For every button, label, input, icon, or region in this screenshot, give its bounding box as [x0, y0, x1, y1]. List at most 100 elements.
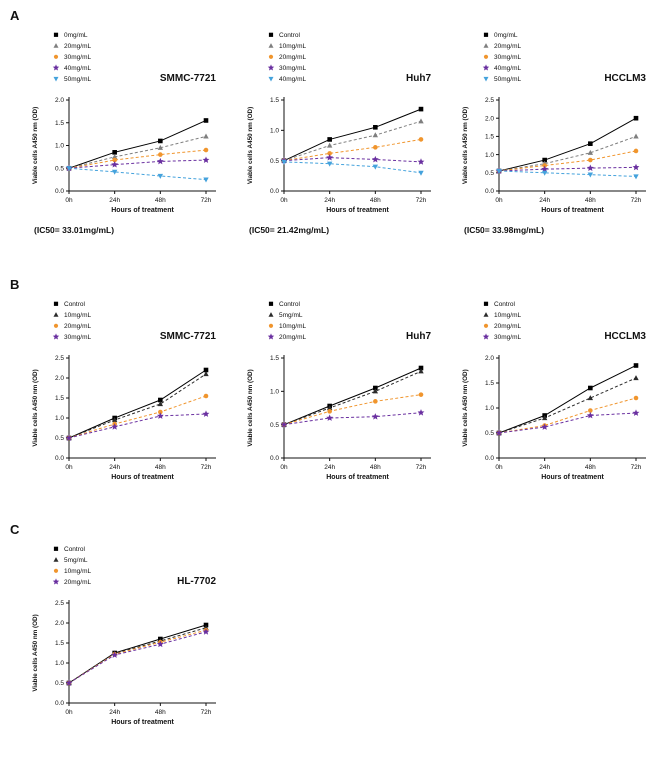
y-tick-label: 0.5 — [55, 435, 64, 442]
triangle-marker — [633, 375, 639, 381]
series-line — [68, 369, 207, 439]
ic50-caption: (IC50= 33.98mg/mL) — [464, 225, 544, 235]
legend-label: Control — [279, 32, 301, 39]
star-marker — [482, 64, 490, 71]
triangle-marker — [372, 132, 379, 138]
chart-huh7: Control 10mg/mL 20mg/mL 30mg/mL 40mg/mL Huh7 0… — [247, 32, 431, 235]
square-marker — [268, 301, 274, 306]
y-tick-label: 1.5 — [55, 640, 64, 647]
x-tick-label: 48h — [370, 197, 381, 204]
star-marker — [371, 413, 379, 420]
legend-label: 30mg/mL — [494, 54, 521, 61]
square-marker — [483, 301, 489, 306]
y-axis-title: Viable cells A450 nm (OD) — [32, 107, 39, 184]
x-axis-title: Hours of treatment — [326, 207, 389, 214]
circle-marker — [203, 147, 209, 153]
circle-marker — [633, 395, 639, 401]
series-line — [283, 161, 422, 174]
star-marker — [371, 155, 379, 163]
legend-label: 10mg/mL — [64, 568, 91, 575]
triangle-marker — [587, 395, 594, 401]
chart-title: SMMC-7721 — [160, 73, 217, 84]
y-tick-label: 1.5 — [55, 120, 64, 127]
y-tick-label: 0.0 — [270, 455, 279, 462]
legend-label: 5mg/mL — [279, 312, 303, 319]
x-axis-title: Hours of treatment — [541, 207, 604, 214]
legend-label: Control — [279, 301, 301, 308]
x-tick-label: 0h — [280, 464, 288, 471]
square-marker — [158, 138, 163, 144]
y-axis-title: Viable cells A450 nm (OD) — [32, 369, 39, 446]
y-tick-label: 0.5 — [270, 158, 279, 165]
circle-marker — [158, 152, 163, 157]
triangle-marker — [418, 118, 424, 124]
square-marker — [53, 32, 59, 37]
y-tick-label: 1.0 — [55, 143, 64, 150]
y-tick-label: 0.0 — [270, 188, 279, 195]
star-marker — [482, 333, 490, 340]
triangle-marker — [326, 142, 333, 148]
series-line — [283, 138, 422, 162]
series-line — [68, 167, 207, 181]
x-tick-label: 72h — [416, 464, 427, 471]
legend-label: 40mg/mL — [494, 65, 521, 72]
legend-label: Control — [64, 301, 86, 308]
x-tick-label: 72h — [631, 197, 642, 204]
legend-label: 40mg/mL — [279, 76, 306, 83]
star-marker — [52, 578, 60, 585]
series-line — [68, 631, 207, 684]
series-line — [68, 413, 207, 439]
y-axis-title: Viable cells A450 nm (OD) — [247, 369, 254, 446]
y-tick-label: 1.0 — [270, 128, 279, 135]
square-marker — [158, 397, 163, 403]
x-tick-label: 24h — [539, 197, 550, 204]
legend-label: 10mg/mL — [494, 312, 521, 319]
series-line — [68, 395, 207, 439]
circle-marker — [483, 54, 489, 59]
legend-label: 10mg/mL — [64, 312, 91, 319]
star-marker — [541, 165, 549, 173]
circle-marker — [483, 323, 489, 328]
square-marker — [483, 32, 489, 37]
circle-marker — [203, 393, 209, 399]
y-tick-label: 1.5 — [270, 97, 279, 104]
square-marker — [588, 141, 593, 146]
chart-hcclm3: Control 10mg/mL 20mg/mL 30mg/mL HCCLM3 0.0 0.5… — [462, 301, 646, 481]
triangle-down-marker — [541, 170, 548, 176]
legend-label: 50mg/mL — [494, 76, 521, 83]
square-marker — [418, 106, 424, 112]
x-tick-label: 48h — [155, 709, 166, 716]
circle-marker — [588, 157, 593, 163]
triangle-marker — [372, 388, 379, 394]
square-marker — [373, 125, 378, 130]
square-marker — [418, 365, 424, 371]
y-tick-label: 2.0 — [55, 620, 64, 627]
y-tick-label: 2.5 — [55, 355, 64, 362]
star-marker — [280, 421, 288, 428]
star-marker — [111, 423, 119, 430]
circle-marker — [633, 148, 639, 154]
legend-label: 20mg/mL — [64, 43, 91, 50]
circle-marker — [268, 323, 274, 328]
x-tick-label: 72h — [416, 197, 427, 204]
triangle-marker — [326, 405, 333, 411]
legend-label: Control — [64, 546, 86, 553]
y-tick-label: 1.0 — [55, 660, 64, 667]
square-marker — [327, 137, 332, 142]
series-line — [68, 120, 207, 169]
x-tick-label: 0h — [65, 709, 73, 716]
series-line — [498, 170, 637, 177]
circle-marker — [268, 54, 274, 59]
x-tick-label: 0h — [495, 197, 503, 204]
y-tick-label: 0.5 — [270, 422, 279, 429]
y-axis-title: Viable cells A450 nm (OD) — [462, 107, 469, 184]
ic50-caption: (IC50= 33.01mg/mL) — [34, 225, 114, 235]
y-tick-label: 1.0 — [485, 152, 494, 159]
triangle-marker — [541, 415, 548, 421]
x-tick-label: 24h — [539, 464, 550, 471]
x-tick-label: 48h — [370, 464, 381, 471]
legend-label: 10mg/mL — [279, 323, 306, 330]
series-line — [68, 624, 207, 684]
star-marker — [111, 161, 119, 168]
triangle-marker — [268, 312, 274, 317]
